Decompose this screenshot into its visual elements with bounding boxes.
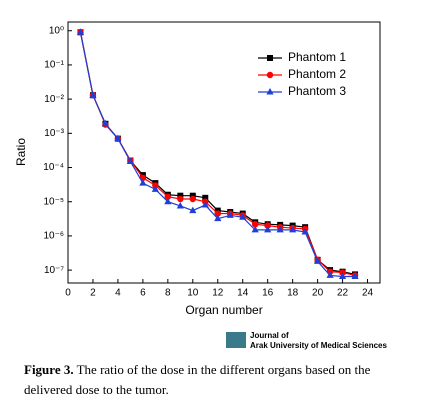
data-point	[314, 257, 322, 264]
y-axis-label: Ratio	[14, 138, 28, 166]
data-point	[126, 157, 134, 164]
data-point	[164, 197, 172, 205]
logo-icon	[226, 332, 246, 348]
data-point	[177, 195, 184, 203]
logo-text: Journal of	[250, 331, 289, 340]
x-tick-label: 16	[262, 288, 274, 299]
y-tick-label: 10⁻⁶	[43, 231, 64, 242]
plot-frame	[67, 21, 381, 284]
y-tick-label: 10⁻⁴	[43, 162, 64, 173]
data-point	[214, 210, 221, 217]
data-point	[252, 221, 259, 228]
data-point	[251, 225, 259, 233]
data-point	[76, 28, 85, 35]
data-point	[226, 211, 234, 218]
data-point	[214, 214, 222, 222]
data-point	[351, 272, 359, 280]
data-point	[189, 206, 197, 214]
data-point	[164, 193, 172, 200]
x-tick-label: 10	[187, 288, 199, 299]
caption: Figure 3. The ratio of the dose in the d…	[24, 360, 414, 400]
data-point	[189, 195, 196, 203]
data-point	[201, 201, 209, 208]
x-tick-label: 6	[140, 288, 146, 299]
caption-label: Figure 3.	[24, 362, 74, 377]
x-tick-label: 24	[362, 288, 374, 299]
x-tick-label: 20	[312, 288, 324, 299]
y-tick-label: 10⁻²	[44, 94, 64, 105]
y-tick-label: 10⁻⁵	[43, 196, 64, 207]
data-point	[289, 225, 297, 233]
data-point	[326, 271, 334, 278]
data-point	[276, 225, 284, 233]
x-tick-label: 2	[90, 288, 96, 299]
x-tick-label: 0	[65, 288, 71, 299]
data-point	[177, 192, 184, 199]
y-tick-label: 10⁻¹	[44, 60, 64, 71]
legend-label: Phantom 2	[288, 67, 346, 81]
legend-label: Phantom 3	[288, 84, 346, 98]
legend-marker	[267, 55, 273, 61]
x-tick-label: 8	[165, 288, 171, 299]
data-point	[114, 134, 122, 142]
legend-label: Phantom 1	[288, 50, 346, 64]
data-point	[189, 192, 196, 199]
y-tick-label: 10⁰	[49, 25, 64, 36]
y-tick-label: 10⁻⁷	[44, 265, 64, 276]
y-tick-label: 10⁻³	[44, 128, 64, 139]
caption-text: The ratio of the dose in the different o…	[24, 362, 371, 397]
data-point	[101, 119, 110, 127]
data-point	[264, 225, 272, 233]
x-tick-label: 14	[237, 288, 249, 299]
data-point	[301, 228, 309, 235]
data-point	[338, 272, 347, 280]
legend-marker	[266, 71, 274, 79]
x-axis-label: Organ number	[185, 303, 262, 317]
legend-marker	[266, 88, 274, 95]
x-tick-label: 12	[212, 288, 224, 299]
data-point	[202, 194, 209, 201]
data-point	[239, 213, 247, 220]
x-tick-label: 4	[115, 288, 121, 299]
x-tick-label: 18	[287, 288, 299, 299]
logo-text: Arak University of Medical Sciences	[250, 341, 388, 350]
data-point	[176, 201, 184, 209]
data-point	[139, 179, 147, 186]
chart: Ratio Organ number Journal of Arak Unive…	[14, 21, 388, 350]
x-tick-label: 22	[337, 288, 349, 299]
data-point	[151, 185, 159, 192]
data-point	[89, 91, 97, 98]
data-point	[264, 222, 271, 229]
